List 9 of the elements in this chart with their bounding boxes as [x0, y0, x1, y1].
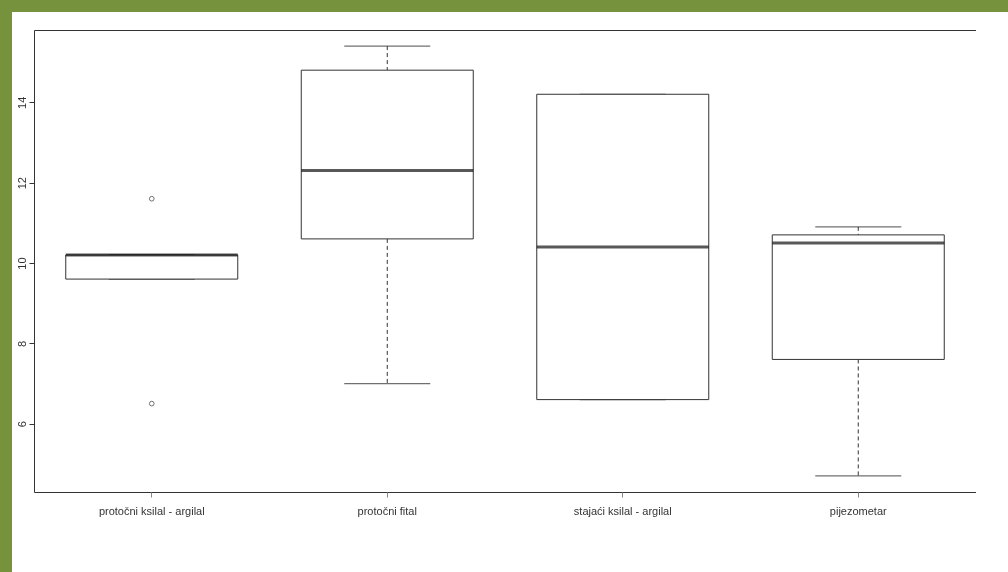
- x-tick-label: protočni fital: [357, 504, 417, 517]
- y-tick-label: 6: [15, 421, 28, 428]
- x-tick-label: stajaći ksilal - argilal: [573, 504, 672, 517]
- y-tick-label: 12: [15, 177, 28, 190]
- y-tick-label: 14: [15, 96, 28, 109]
- x-tick-label: pijezometar: [829, 504, 888, 517]
- y-tick-label: 8: [15, 340, 28, 347]
- x-tick-label: protočni ksilal - argilal: [98, 504, 205, 517]
- y-tick-label: 10: [15, 257, 28, 270]
